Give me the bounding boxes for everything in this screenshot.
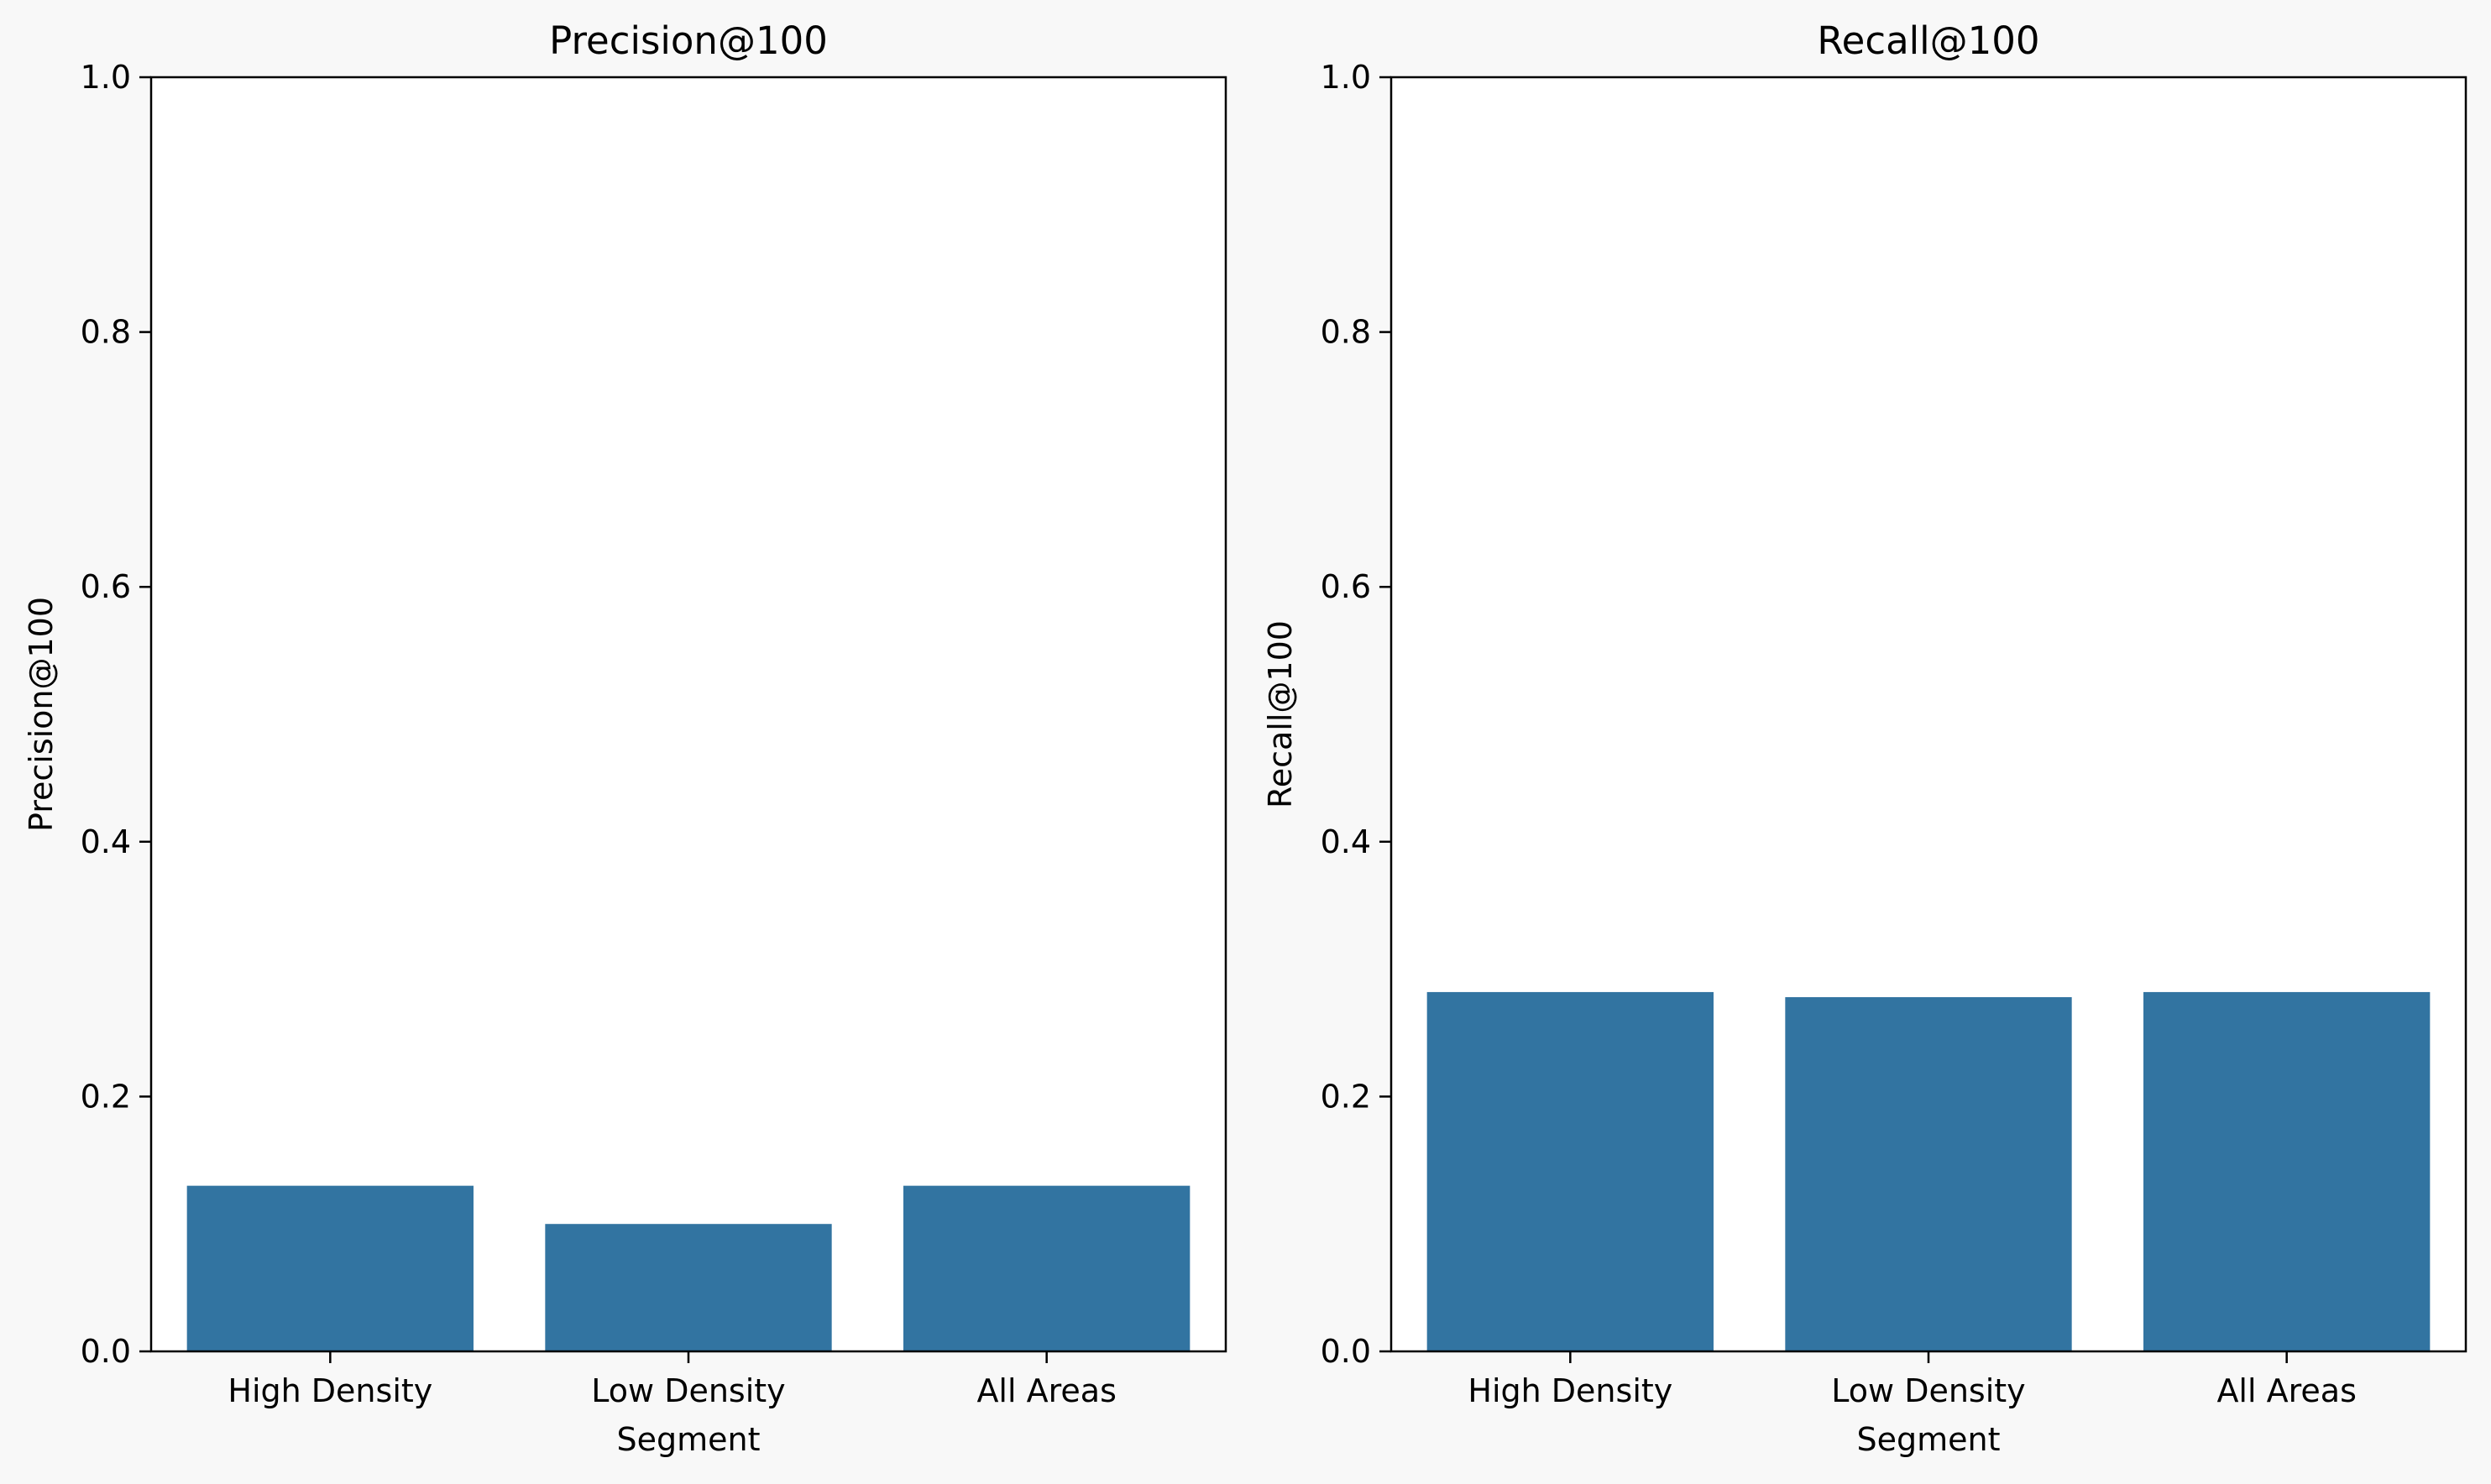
precision-bar-1: [545, 1224, 832, 1351]
precision-chart-title: Precision@100: [549, 18, 828, 63]
precision-y-ticks: 0.0 0.2 0.4 0.6 0.8 1.0: [81, 59, 151, 1370]
recall-bar-2: [2143, 991, 2431, 1351]
precision-y-tick-label-4: 0.8: [81, 314, 131, 351]
recall-x-tick-label-1: Low Density: [1831, 1372, 2025, 1409]
recall-y-tick-label-5: 1.0: [1321, 59, 1371, 96]
recall-y-tick-label-1: 0.2: [1321, 1078, 1371, 1115]
recall-y-axis-label: Recall@100: [1262, 620, 1299, 808]
recall-y-tick-label-4: 0.8: [1321, 314, 1371, 351]
recall-y-tick-label-3: 0.6: [1321, 568, 1371, 605]
recall-chart-panel: 0.0 0.2 0.4 0.6 0.8 1.0 High Density Low Densi…: [1262, 18, 2467, 1458]
precision-y-axis-label: Precision@100: [23, 597, 60, 832]
precision-plot-area: [151, 77, 1226, 1351]
recall-bar-1: [1785, 996, 2072, 1351]
recall-y-ticks: 0.0 0.2 0.4 0.6 0.8 1.0: [1321, 59, 1391, 1370]
precision-y-tick-label-5: 1.0: [81, 59, 131, 96]
precision-x-axis-label: Segment: [617, 1421, 761, 1458]
recall-x-ticks: High Density Low Density All Areas: [1468, 1351, 2357, 1409]
recall-bars: [1426, 991, 2431, 1351]
recall-chart-title: Recall@100: [1817, 18, 2039, 63]
precision-y-tick-label-0: 0.0: [81, 1333, 131, 1370]
precision-y-tick-label-3: 0.6: [81, 568, 131, 605]
recall-bar-0: [1426, 991, 1714, 1351]
precision-chart-panel: 0.0 0.2 0.4 0.6 0.8 1.0 High Density Low Densi…: [23, 18, 1227, 1458]
precision-y-tick-label-2: 0.4: [81, 823, 131, 860]
recall-y-tick-label-2: 0.4: [1321, 823, 1371, 860]
precision-bars: [186, 1185, 1191, 1351]
precision-x-tick-label-1: Low Density: [591, 1372, 785, 1409]
recall-y-tick-label-0: 0.0: [1321, 1333, 1371, 1370]
recall-x-axis-label: Segment: [1857, 1421, 2001, 1458]
precision-bar-2: [903, 1185, 1191, 1351]
precision-x-ticks: High Density Low Density All Areas: [228, 1351, 1117, 1409]
precision-x-tick-label-2: All Areas: [976, 1372, 1116, 1409]
precision-bar-0: [186, 1185, 474, 1351]
recall-x-tick-label-2: All Areas: [2216, 1372, 2356, 1409]
recall-x-tick-label-0: High Density: [1468, 1372, 1672, 1409]
precision-y-tick-label-1: 0.2: [81, 1078, 131, 1115]
precision-x-tick-label-0: High Density: [228, 1372, 432, 1409]
